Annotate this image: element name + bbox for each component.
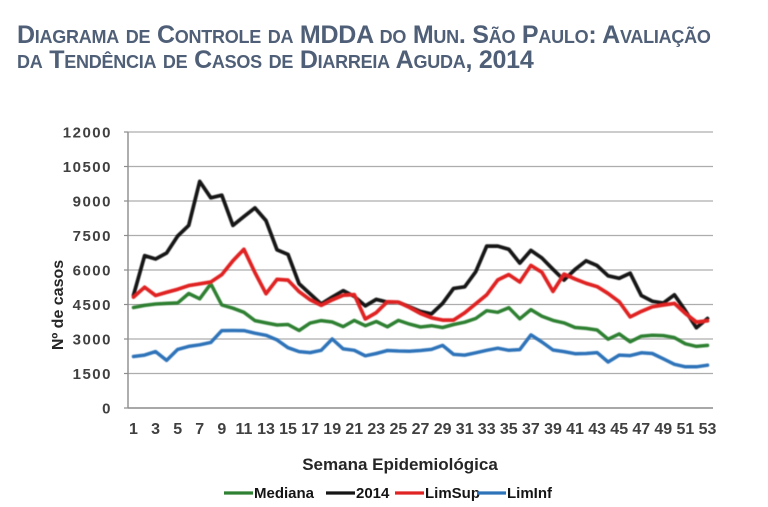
svg-text:7500: 7500 [73,228,112,245]
svg-text:23: 23 [367,421,385,438]
svg-text:29: 29 [434,421,452,438]
svg-text:21: 21 [345,421,363,438]
svg-text:43: 43 [588,421,606,438]
svg-text:9000: 9000 [73,193,112,210]
svg-text:47: 47 [632,421,650,438]
svg-text:37: 37 [522,421,540,438]
svg-text:3: 3 [151,421,160,438]
svg-text:5: 5 [173,421,182,438]
svg-text:2014: 2014 [356,485,390,502]
svg-text:19: 19 [323,421,341,438]
svg-text:13: 13 [257,421,275,438]
svg-text:11: 11 [235,421,252,438]
svg-text:53: 53 [699,421,717,438]
svg-text:49: 49 [654,421,672,438]
svg-text:Nº de casos: Nº de casos [50,260,67,350]
svg-text:3000: 3000 [73,331,112,348]
svg-text:6000: 6000 [73,262,112,279]
svg-text:33: 33 [478,421,496,438]
svg-text:39: 39 [544,421,562,438]
svg-text:12000: 12000 [63,124,112,141]
svg-text:9: 9 [217,421,226,438]
svg-text:27: 27 [412,421,430,438]
svg-text:LimSup: LimSup [425,485,480,502]
svg-text:51: 51 [677,421,695,438]
svg-text:1: 1 [129,421,138,438]
svg-text:15: 15 [279,421,297,438]
svg-text:35: 35 [500,421,518,438]
svg-text:45: 45 [610,421,628,438]
svg-text:1500: 1500 [73,366,112,383]
svg-text:LimInf: LimInf [507,485,553,502]
svg-text:4500: 4500 [73,297,112,314]
svg-text:Mediana: Mediana [254,485,315,502]
svg-text:31: 31 [456,421,474,438]
svg-text:17: 17 [301,421,319,438]
svg-text:10500: 10500 [63,159,112,176]
svg-text:7: 7 [195,421,204,438]
svg-text:25: 25 [390,421,408,438]
svg-text:41: 41 [566,421,584,438]
svg-text:Semana Epidemiológica: Semana Epidemiológica [302,455,498,474]
svg-text:0: 0 [102,400,112,417]
